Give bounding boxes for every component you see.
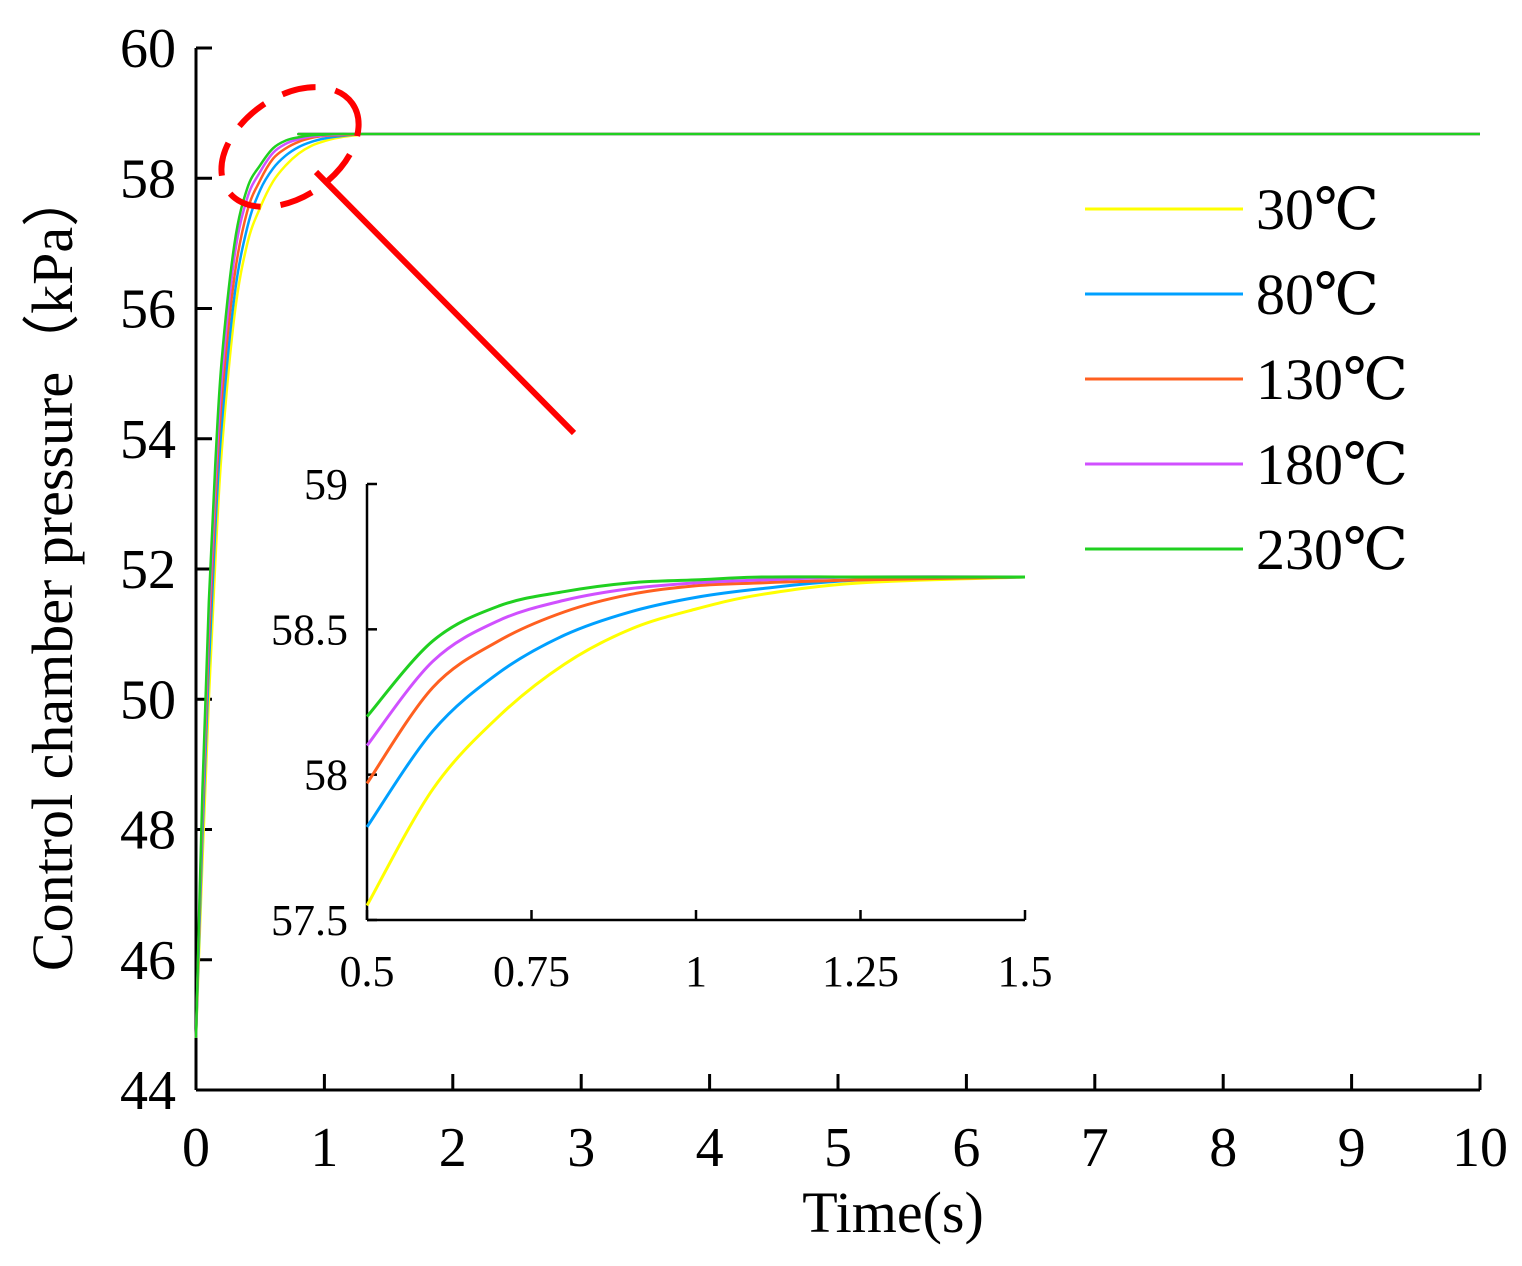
inset-series-group: [365, 575, 1026, 907]
main-x-tick-label: 7: [1081, 1117, 1109, 1179]
main-x-tick-label: 8: [1209, 1117, 1237, 1179]
legend: 30℃ 80℃ 130℃ 180℃ 230℃: [1085, 177, 1408, 582]
main-x-tick-label: 9: [1338, 1117, 1366, 1179]
legend-label-3: 180℃: [1256, 432, 1408, 497]
inset-y-tick-label: 58: [304, 751, 348, 800]
main-y-tick-label: 52: [120, 539, 176, 601]
inset-series-line-1: [365, 575, 1026, 828]
main-y-ticks: 44 46 48 50 52 54 56 58 60: [120, 18, 212, 1122]
inset-series-line-0: [365, 575, 1026, 907]
inset-y-tick-label: 59: [304, 460, 348, 509]
main-y-tick-label: 50: [120, 669, 176, 731]
inset-series-line-2: [365, 575, 1026, 785]
zoom-ellipse: [218, 84, 362, 210]
legend-label-2: 130℃: [1256, 347, 1408, 412]
inset-y-tick-label: 57.5: [271, 896, 348, 945]
main-x-tick-label: 4: [696, 1117, 724, 1179]
legend-label-0: 30℃: [1256, 177, 1379, 242]
main-x-tick-label: 0: [182, 1117, 210, 1179]
x-axis-label: Time(s): [802, 1180, 984, 1245]
inset-x-tick-label: 0.75: [493, 947, 570, 996]
main-y-tick-label: 46: [120, 930, 176, 992]
main-y-tick-label: 58: [120, 148, 176, 210]
legend-label-1: 80℃: [1256, 262, 1379, 327]
zoom-pointer-line: [313, 169, 577, 436]
inset-axes: [365, 484, 1025, 922]
main-x-ticks: 0 1 2 3 4 5 6 7 8 9 10: [182, 1074, 1508, 1179]
main-series-line-4: [194, 132, 1480, 1038]
main-y-tick-label: 48: [120, 800, 176, 862]
inset-series-line-4: [365, 575, 1025, 718]
inset-y-tick-label: 58.5: [271, 605, 348, 654]
main-y-tick-label: 60: [120, 18, 176, 80]
inset-x-tick-label: 1: [685, 947, 707, 996]
inset-x-ticks: 0.5 0.75 1 1.25 1.5: [340, 910, 1053, 996]
main-x-tick-label: 2: [439, 1117, 467, 1179]
inset-y-ticks: 57.5 58 58.5 59: [271, 460, 377, 945]
main-x-tick-label: 6: [952, 1117, 980, 1179]
inset-x-tick-label: 1.5: [998, 947, 1053, 996]
main-x-tick-label: 5: [824, 1117, 852, 1179]
zoom-annotation: [218, 84, 577, 436]
inset-x-tick-label: 1.25: [822, 947, 899, 996]
main-series-group: [194, 132, 1481, 1038]
legend-label-4: 230℃: [1256, 517, 1408, 582]
main-x-tick-label: 1: [310, 1117, 338, 1179]
main-y-tick-label: 56: [120, 279, 176, 341]
main-y-tick-label: 54: [120, 409, 176, 471]
main-y-tick-label: 44: [120, 1060, 176, 1122]
y-axis-label: Control chamber pressure（kPa）: [20, 169, 85, 971]
main-x-tick-label: 3: [567, 1117, 595, 1179]
inset-x-tick-label: 0.5: [340, 947, 395, 996]
main-x-tick-label: 10: [1452, 1117, 1508, 1179]
